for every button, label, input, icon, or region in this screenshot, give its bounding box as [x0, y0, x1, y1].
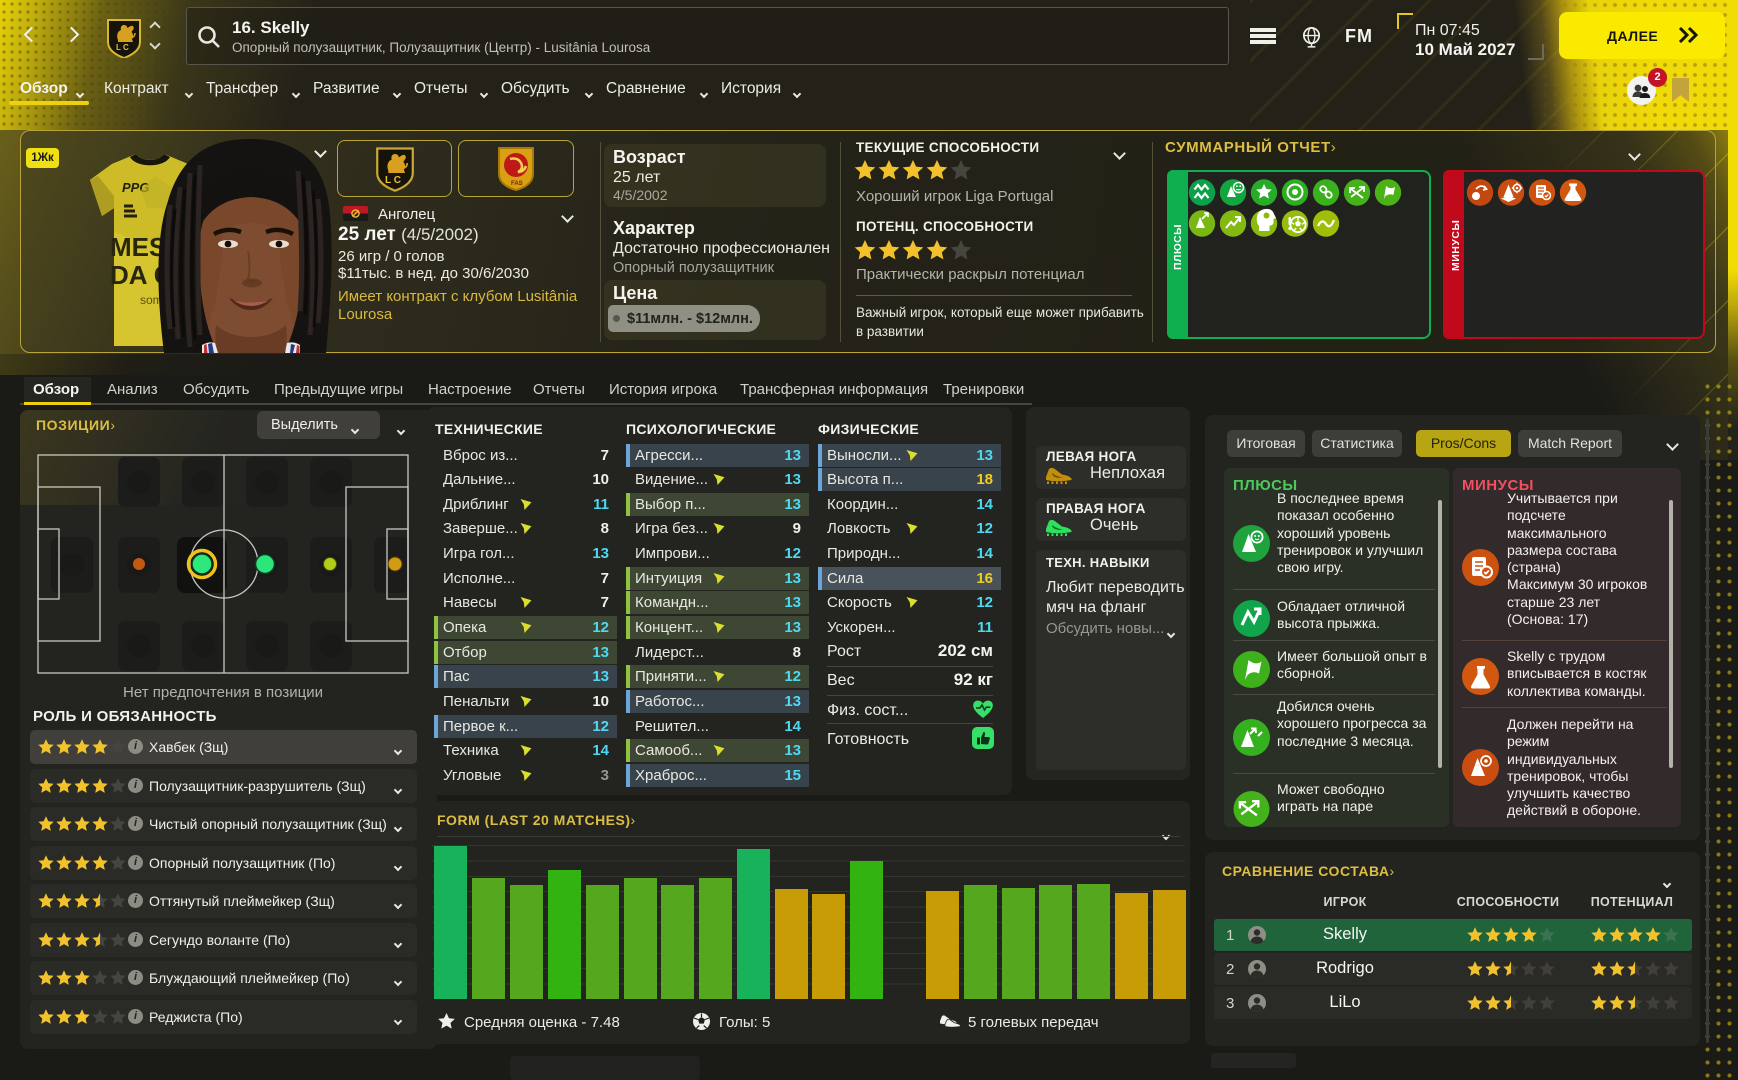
svg-text:FAS: FAS: [511, 181, 523, 187]
svg-text:som: som: [140, 293, 163, 307]
svg-text:L C: L C: [385, 175, 401, 186]
svg-text:L C: L C: [116, 43, 129, 52]
